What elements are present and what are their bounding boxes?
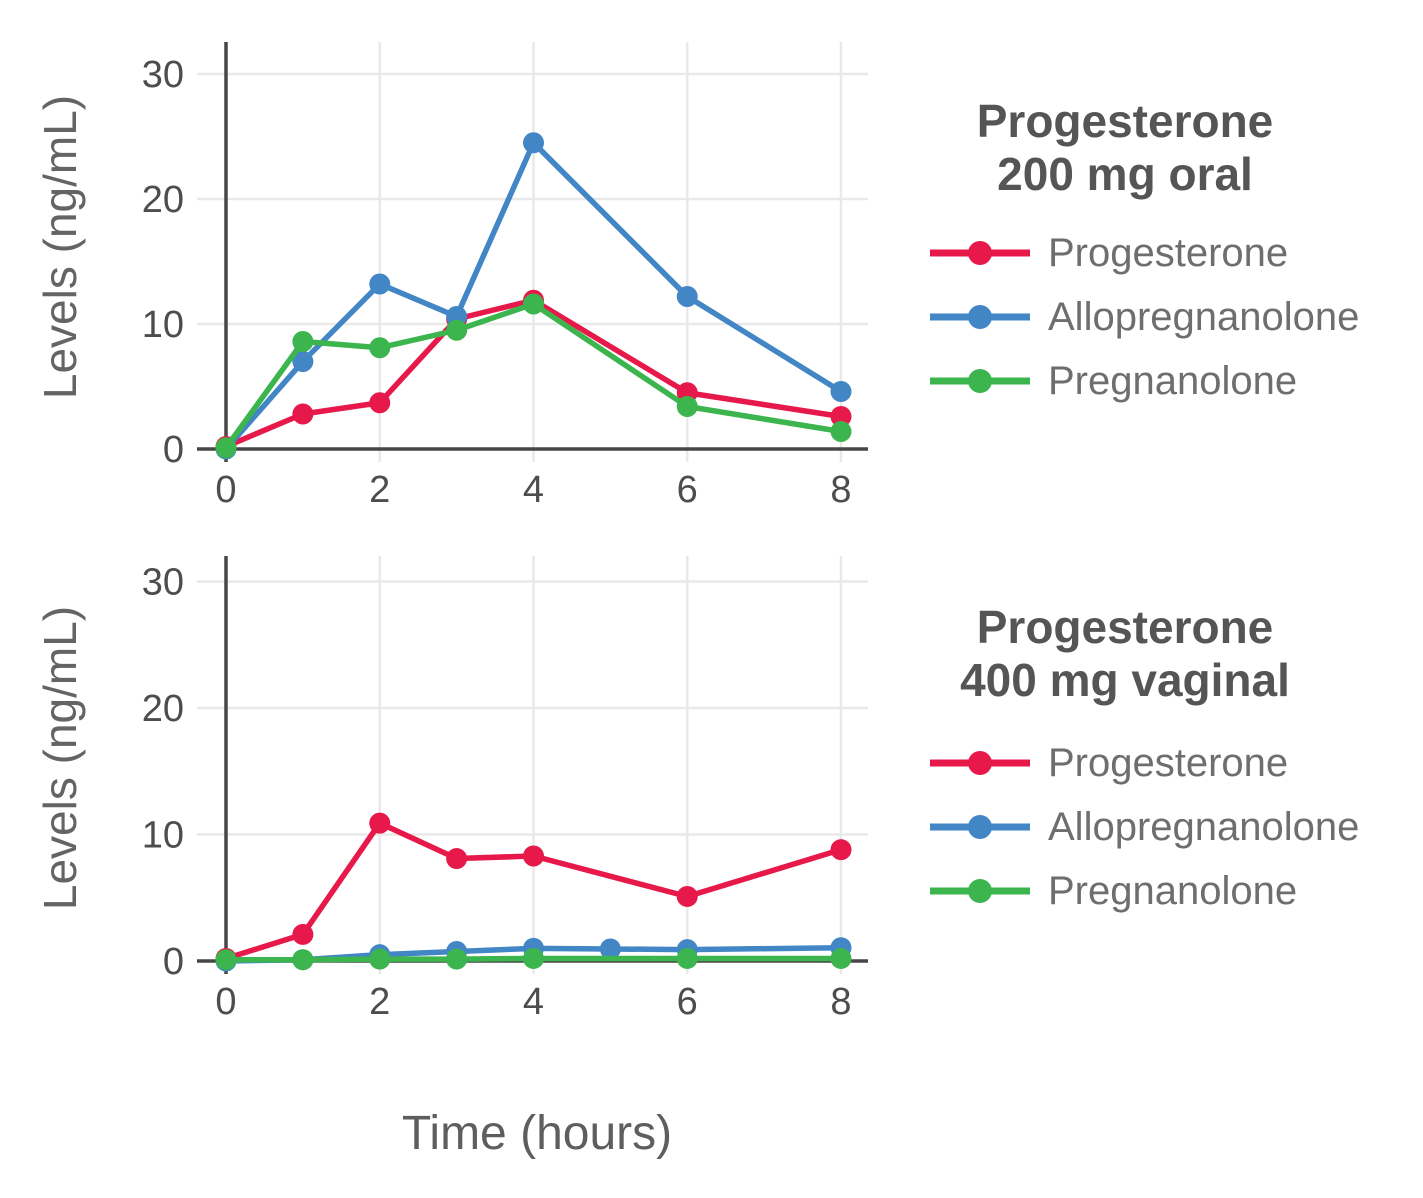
pregnanolone-swatch-icon: [930, 879, 1030, 903]
data-point-allopregnanolone: [369, 273, 391, 295]
data-point-pregnanolone: [676, 396, 698, 417]
x-axis-title: Time (hours): [401, 1107, 673, 1160]
legend-item-pregnanolone: Pregnanolone: [928, 349, 1359, 413]
data-point-progesterone: [292, 403, 314, 425]
legend-item-progesterone: Progesterone: [928, 221, 1359, 285]
data-point-allopregnanolone: [599, 938, 621, 960]
y-tick-label: 0: [163, 941, 184, 983]
legend-oral: Progesterone Allopregnanolone Pregnanolo…: [928, 221, 1359, 413]
x-tick-label: 4: [523, 981, 544, 1023]
data-point-pregnanolone: [369, 337, 391, 359]
data-point-pregnanolone: [292, 331, 314, 352]
legend-item-progesterone: Progesterone: [928, 731, 1359, 795]
data-point-pregnanolone: [523, 947, 544, 969]
x-tick-label: 6: [677, 469, 698, 511]
data-point-allopregnanolone: [292, 351, 314, 372]
x-tick-label: 8: [830, 469, 851, 511]
x-tick-label: 4: [523, 469, 544, 511]
data-point-progesterone: [292, 923, 314, 945]
y-axis-title-bottom: Levels (ng/mL): [34, 605, 86, 911]
y-tick-label: 20: [142, 688, 184, 730]
x-tick-label: 6: [677, 981, 698, 1023]
x-tick-label: 2: [369, 469, 390, 511]
data-point-progesterone: [830, 406, 852, 427]
data-point-allopregnanolone: [830, 381, 852, 402]
legend-title-line2: 400 mg vaginal: [960, 654, 1290, 706]
data-point-progesterone: [830, 839, 852, 861]
data-point-pregnanolone: [215, 949, 237, 971]
legend-vaginal: Progesterone Allopregnanolone Pregnanolo…: [928, 731, 1359, 923]
y-tick-label: 20: [142, 179, 184, 221]
allopregnanolone-swatch-icon: [930, 305, 1030, 329]
data-point-pregnanolone: [446, 319, 468, 341]
data-point-progesterone: [523, 845, 544, 867]
legend-item-allopregnanolone: Allopregnanolone: [928, 795, 1359, 859]
progesterone-swatch-icon: [930, 751, 1030, 775]
legend-title-line2: 200 mg oral: [997, 148, 1253, 200]
legend-title-line1: Progesterone: [976, 601, 1274, 653]
data-point-pregnanolone: [446, 948, 468, 970]
allopregnanolone-swatch-icon: [930, 815, 1030, 839]
legend-label: Progesterone: [1048, 740, 1289, 785]
y-tick-label: 30: [142, 54, 184, 96]
data-point-progesterone: [369, 812, 391, 834]
legend-title-oral: Progesterone 200 mg oral: [905, 95, 1345, 201]
y-tick-label: 30: [142, 562, 184, 604]
data-point-progesterone: [369, 392, 391, 414]
pregnanolone-swatch-icon: [930, 369, 1030, 393]
legend-title-line1: Progesterone: [976, 95, 1274, 147]
data-point-pregnanolone: [830, 947, 852, 969]
data-point-pregnanolone: [292, 949, 314, 971]
data-point-pregnanolone: [215, 437, 237, 459]
y-axis-title-top: Levels (ng/mL): [34, 94, 86, 400]
x-tick-label: 0: [215, 469, 236, 511]
legend-label: Allopregnanolone: [1048, 804, 1360, 849]
data-point-pregnanolone: [369, 948, 391, 970]
legend-item-pregnanolone: Pregnanolone: [928, 859, 1359, 923]
data-point-progesterone: [676, 885, 698, 907]
legend-item-allopregnanolone: Allopregnanolone: [928, 285, 1359, 349]
y-tick-label: 10: [142, 304, 184, 346]
x-tick-label: 8: [830, 981, 851, 1023]
data-point-pregnanolone: [676, 947, 698, 969]
data-point-pregnanolone: [830, 421, 852, 442]
legend-label: Pregnanolone: [1048, 358, 1298, 403]
x-tick-label: 0: [215, 981, 236, 1023]
legend-label: Allopregnanolone: [1048, 294, 1360, 339]
legend-title-vaginal: Progesterone 400 mg vaginal: [905, 601, 1345, 707]
y-tick-label: 0: [163, 429, 184, 471]
legend-label: Pregnanolone: [1048, 868, 1298, 913]
legend-label: Progesterone: [1048, 230, 1289, 275]
progesterone-swatch-icon: [930, 241, 1030, 265]
data-point-allopregnanolone: [523, 132, 544, 154]
y-tick-label: 10: [142, 815, 184, 857]
x-tick-label: 2: [369, 981, 390, 1023]
data-point-pregnanolone: [523, 293, 544, 315]
data-point-progesterone: [446, 848, 468, 870]
data-point-allopregnanolone: [676, 286, 698, 307]
